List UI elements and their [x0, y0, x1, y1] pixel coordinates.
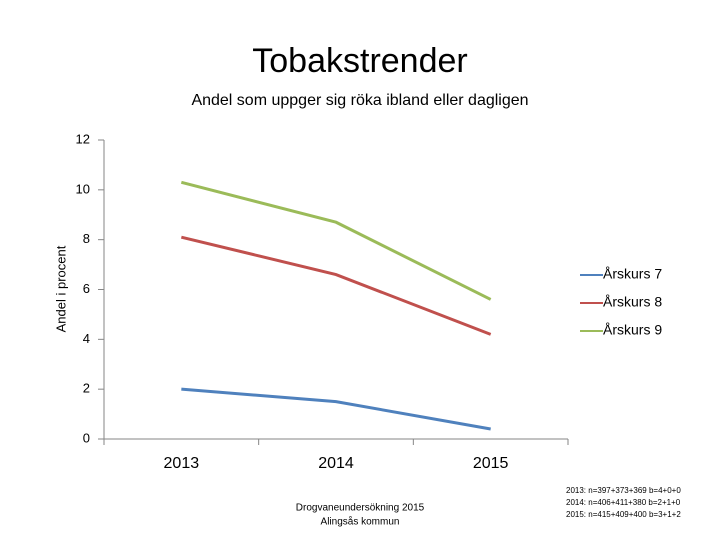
legend-label: Årskurs 9: [603, 322, 662, 338]
y-tick-label: 12: [76, 131, 90, 146]
y-tick-label: 8: [83, 231, 90, 246]
x-tick-label: 2013: [164, 455, 200, 472]
legend-label: Årskurs 7: [603, 266, 662, 282]
legend-label: Årskurs 8: [603, 294, 662, 310]
y-tick-label: 2: [83, 381, 90, 396]
footer-text: Drogvaneundersökning 2015: [296, 503, 425, 514]
note: 2015: n=415+409+400 b=3+1+2: [566, 510, 681, 519]
note: 2013: n=397+373+369 b=4+0+0: [566, 486, 681, 495]
y-tick-label: 4: [83, 331, 90, 346]
note: 2014: n=406+411+380 b=2+1+0: [566, 498, 681, 507]
footer-text: Alingsås kommun: [321, 516, 400, 528]
y-axis-label: Andel i procent: [53, 245, 68, 332]
chart-subtitle: Andel som uppger sig röka ibland eller d…: [191, 92, 528, 109]
y-tick-label: 6: [83, 281, 90, 296]
y-tick-label: 10: [76, 181, 90, 196]
series-line: [180, 180, 492, 301]
x-tick-label: 2015: [473, 455, 509, 472]
chart-title: Tobakstrender: [252, 42, 467, 80]
series-line: [181, 387, 491, 431]
x-tick-label: 2014: [318, 455, 354, 472]
y-tick-label: 0: [83, 430, 90, 445]
series-line: [180, 235, 492, 336]
